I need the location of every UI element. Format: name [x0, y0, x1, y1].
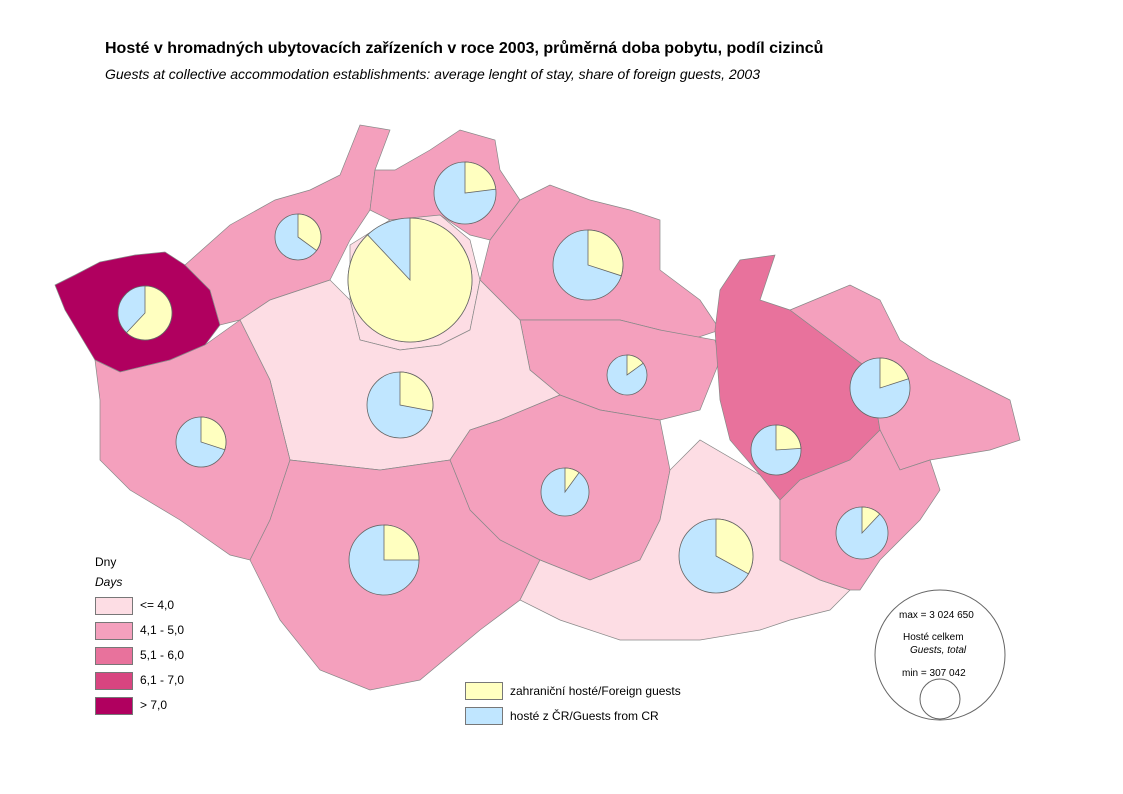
legend-swatch-2 — [95, 647, 133, 665]
legend-days-title: Dny — [95, 555, 117, 569]
pie-foreign-9 — [200, 416, 227, 451]
legend-swatch-1 — [95, 622, 133, 640]
map-title: Hosté v hromadných ubytovacích zařízeníc… — [105, 40, 824, 57]
size-legend-max: max = 3 024 650 — [899, 610, 974, 621]
pie-foreign-7 — [879, 357, 910, 389]
legend-class-label: 5,1 - 6,0 — [140, 648, 185, 662]
legend-class-label: 6,1 - 7,0 — [140, 673, 185, 687]
pie-foreign-3 — [347, 217, 473, 343]
pie-foreign-11 — [383, 524, 420, 561]
pie-foreign-4 — [587, 229, 624, 277]
pie-foreign-13 — [861, 506, 881, 535]
legend-foreign-label: zahraniční hosté/Foreign guests — [510, 684, 681, 698]
size-legend-min-circle — [919, 678, 961, 720]
pie-foreign-5 — [626, 354, 644, 376]
legend-swatch-3 — [95, 672, 133, 690]
legend-swatch-4 — [95, 697, 133, 715]
pie-foreign-10 — [564, 467, 580, 494]
map-subtitle: Guests at collective accommodation estab… — [105, 66, 760, 82]
pie-foreign-8 — [399, 371, 434, 412]
size-legend-label-en: Guests, total — [910, 645, 967, 656]
pie-foreign-0 — [125, 285, 173, 341]
pie-foreign-2 — [464, 161, 497, 194]
legend-swatch-0 — [95, 597, 133, 615]
legend-domestic-swatch — [465, 707, 503, 725]
legend-class-label: 4,1 - 5,0 — [140, 623, 185, 637]
legend-foreign-swatch — [465, 682, 503, 700]
size-legend-max-circle — [874, 589, 1006, 721]
legend-domestic-label: hosté z ČR/Guests from CR — [510, 709, 659, 723]
size-legend-label: Hosté celkem — [903, 632, 964, 643]
size-legend-min: min = 307 042 — [902, 668, 966, 679]
pie-foreign-6 — [775, 424, 802, 451]
pie-foreign-12 — [715, 518, 754, 575]
pie-foreign-1 — [297, 213, 322, 252]
legend-days-subtitle: Days — [95, 575, 123, 589]
legend-class-label: <= 4,0 — [140, 598, 175, 612]
legend-class-label: > 7,0 — [140, 698, 168, 712]
